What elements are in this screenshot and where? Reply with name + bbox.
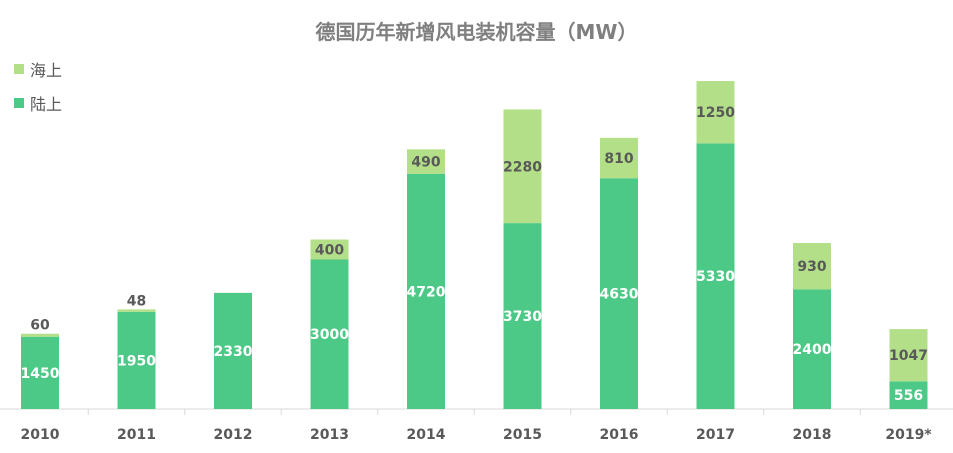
x-tick-label-2011: 2011 [117,427,156,443]
bar-offshore-2016 [600,137,638,179]
x-tick-label-2010: 2010 [21,427,60,443]
bar-offshore-2011 [117,309,156,312]
data-label-onshore-2013: 3000 [310,327,349,343]
bar-onshore-2017 [696,143,735,410]
x-tick-label-2019*: 2019* [885,427,932,443]
legend-swatch-offshore [14,64,24,74]
bar-onshore-2013 [310,259,349,409]
data-label-onshore-2017: 5330 [696,269,735,285]
x-tick-label-2015: 2015 [503,427,542,443]
bar-onshore-2015 [503,223,542,409]
chart-title: 德国历年新增风电装机容量（MW） [315,20,638,44]
bar-onshore-2012 [214,292,252,409]
data-label-onshore-2012: 2330 [214,344,253,360]
x-tick-label-2013: 2013 [310,427,349,443]
data-label-onshore-2010: 1450 [21,366,60,382]
legend-swatch-onshore [14,98,24,108]
data-label-offshore-2011: 48 [127,293,146,309]
data-label-offshore-2015: 2280 [503,159,542,175]
data-label-onshore-2019*: 556 [894,388,923,404]
bar-offshore-2017 [696,81,735,144]
x-tick-label-2016: 2016 [600,427,639,443]
data-label-offshore-2014: 490 [411,155,440,171]
bar-onshore-2016 [600,178,638,409]
data-label-onshore-2011: 1950 [117,353,156,369]
data-label-offshore-2019*: 1047 [889,348,928,364]
bar-onshore-2010 [21,336,59,409]
data-label-onshore-2018: 2400 [793,342,832,358]
legend: 海上 陆上 [14,52,62,120]
bar-offshore-2018 [793,243,831,290]
bar-offshore-2010 [21,333,59,337]
legend-item-onshore: 陆上 [14,86,62,120]
bar-offshore-2019* [889,329,928,382]
x-tick-label-2017: 2017 [696,427,735,443]
bar-onshore-2019* [889,381,928,409]
data-label-onshore-2015: 3730 [503,309,542,325]
legend-label-onshore: 陆上 [30,95,63,114]
data-label-onshore-2016: 4630 [600,287,639,303]
x-tick-label-2012: 2012 [214,427,253,443]
bar-onshore-2014 [407,173,445,409]
bar-offshore-2013 [310,239,349,260]
legend-item-offshore: 海上 [14,52,62,86]
bar-offshore-2014 [407,149,445,174]
bar-offshore-2015 [503,109,542,224]
data-label-offshore-2010: 60 [30,318,50,334]
data-label-offshore-2017: 1250 [696,105,735,121]
bar-onshore-2018 [793,289,831,409]
bar-onshore-2011 [117,311,156,409]
data-label-offshore-2018: 930 [797,259,826,275]
data-label-offshore-2013: 400 [315,243,344,259]
legend-label-offshore: 海上 [30,61,63,80]
x-tick-label-2014: 2014 [407,427,446,443]
data-label-offshore-2016: 810 [604,151,633,167]
x-tick-label-2018: 2018 [793,427,832,443]
data-label-onshore-2014: 4720 [407,284,446,300]
